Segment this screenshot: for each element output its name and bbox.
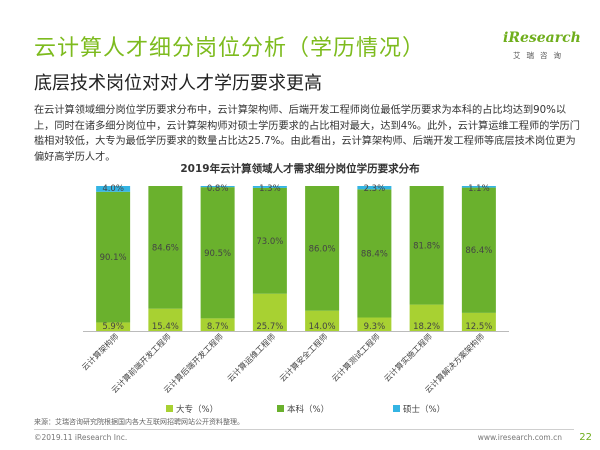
bar-segment (200, 318, 235, 331)
page-title: 云计算人才细分岗位分析（学历情况） (34, 36, 426, 61)
bar-segment (357, 317, 392, 331)
data-label: 88.4% (361, 249, 388, 259)
data-label: 86.4% (465, 246, 492, 256)
bar-segment (252, 186, 287, 188)
data-label: 5.9% (102, 322, 124, 332)
category-label: 云计算实施工程师 (382, 331, 434, 383)
bar-segment (409, 304, 444, 331)
bar-segment (357, 186, 392, 190)
data-label: 14.0% (309, 322, 336, 332)
bar-segment (357, 189, 392, 318)
data-label: 73.0% (256, 237, 283, 247)
data-label: 84.6% (152, 243, 179, 253)
legend-label: 硕士（%） (403, 404, 445, 415)
legend-swatch (166, 405, 173, 412)
source-note: 来源：艾瑞咨询研究院根据国内各大互联网招聘网站公开资料整理。 (34, 418, 244, 426)
bar-segment (96, 322, 131, 331)
category-label: 云计算运维工程师 (225, 331, 277, 383)
legend-label: 大专（%） (176, 404, 218, 415)
data-label: 90.1% (100, 253, 127, 263)
bar-segment (305, 186, 340, 311)
data-label: 90.5% (204, 249, 231, 259)
bar-segment (200, 186, 235, 188)
data-label: 9.3% (364, 322, 386, 332)
footer-divider (34, 429, 574, 430)
data-label: 25.7% (256, 322, 283, 332)
data-label: 8.7% (207, 322, 229, 332)
data-label: 86.0% (309, 244, 336, 254)
legend-swatch (393, 405, 400, 412)
category-label: 云计算测试工程师 (329, 331, 381, 383)
category-label: 云计算安全工程师 (277, 331, 329, 383)
data-label: 12.5% (465, 322, 492, 332)
data-label: 81.8% (413, 241, 440, 251)
logo-wordmark: iResearch (503, 30, 581, 46)
bar-segment (96, 186, 131, 192)
data-label: 4.0% (102, 184, 124, 194)
bar-segment (461, 186, 496, 188)
bar-segment (148, 186, 183, 309)
summary-paragraph: 在云计算领域细分岗位学历要求分布中，云计算架构师、后端开发工程师岗位最低学历要求… (34, 105, 580, 163)
chart-title: 2019年云计算领域人才需求细分岗位学历要求分布 (180, 162, 420, 175)
data-label: 18.2% (413, 322, 440, 332)
data-label: 0.8% (207, 184, 229, 194)
bar-segment (96, 191, 131, 323)
bar-segment (252, 293, 287, 331)
data-label: 1.3% (259, 184, 281, 194)
bar-segment (461, 312, 496, 331)
logo-chinese-name: 艾瑞咨询 (513, 51, 567, 60)
data-label: 1.1% (468, 184, 490, 194)
category-label: 云计算前端开发工程师 (109, 331, 173, 395)
category-label: 云计算架构师 (80, 331, 121, 372)
data-label: 2.3% (364, 184, 386, 194)
copyright-text: ©2019.11 iResearch Inc. (34, 433, 128, 442)
bar-segment (252, 187, 287, 294)
bar-segment (461, 187, 496, 313)
legend-label: 本科（%） (287, 404, 329, 415)
bar-segment (305, 310, 340, 331)
bar-segment (409, 186, 444, 305)
page-subtitle: 底层技术岗位对对人才学历要求更高 (34, 73, 322, 94)
bar-segment (148, 308, 183, 331)
iresearch-logo: iResearch 艾瑞咨询 (503, 30, 581, 64)
bar-segment (200, 187, 235, 319)
category-label: 云计算解决方案架构师 (423, 331, 487, 395)
data-label: 15.4% (152, 322, 179, 332)
category-label: 云计算后端开发工程师 (161, 331, 225, 395)
website-url: www.iresearch.com.cn (477, 433, 562, 442)
page-number: 22 (579, 432, 592, 443)
legend-swatch (277, 405, 284, 412)
